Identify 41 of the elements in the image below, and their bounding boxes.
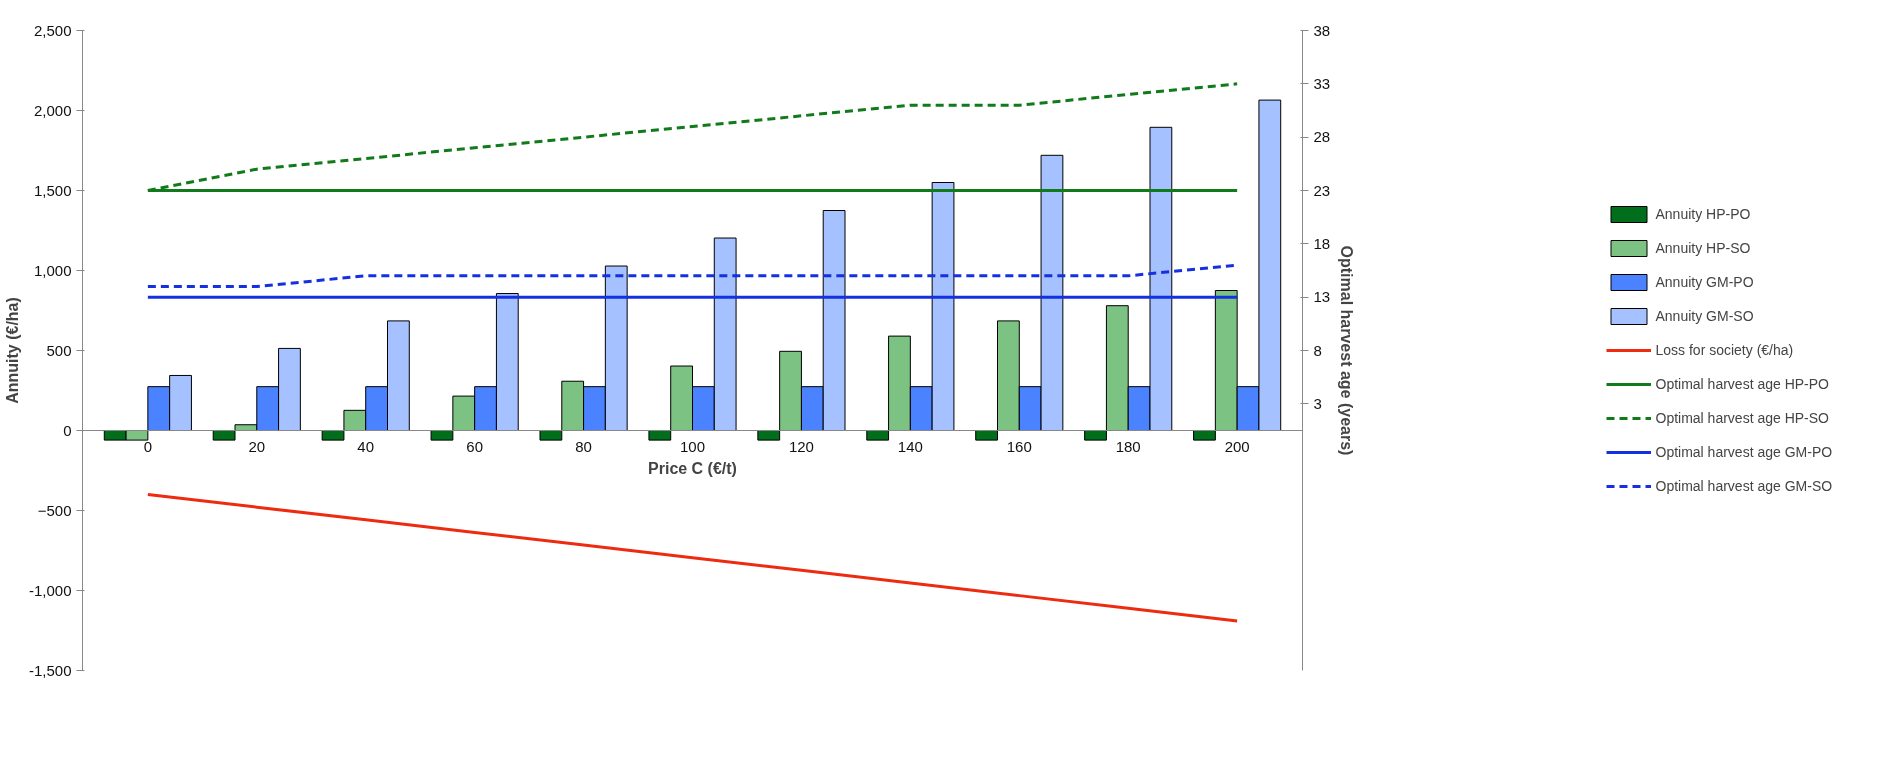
y2-tick-label: 23 (1313, 181, 1331, 199)
y-tick-label: -1,000 (28, 581, 72, 599)
x-tick-label: 140 (897, 437, 923, 455)
x-tick-label: 60 (466, 437, 483, 455)
y-tick-label: 1,000 (33, 261, 72, 279)
y2-tick-label: 8 (1313, 341, 1322, 359)
x-tick-label: 80 (575, 437, 592, 455)
x-tick-label: 180 (1115, 437, 1141, 455)
x-tick-label: 160 (1006, 437, 1032, 455)
x-tick-label: 200 (1224, 437, 1250, 455)
y-tick-label: 500 (46, 341, 72, 359)
legend-label: Optimal harvest age HP-PO (1655, 376, 1830, 392)
y2-tick-label: 18 (1313, 234, 1331, 252)
y-tick-label: 2,000 (33, 101, 72, 119)
y2-tick-label: 33 (1313, 74, 1331, 92)
x-tick-label: 100 (679, 437, 706, 455)
legend-label: Optimal harvest age GM-SO (1655, 478, 1834, 494)
y-tick-label: −500 (37, 501, 72, 519)
x-tick-label: 20 (248, 437, 266, 455)
y-tick-label: 0 (63, 421, 72, 439)
y2-tick-label: 38 (1313, 21, 1331, 39)
legend-label: Annuity GM-PO (1655, 274, 1755, 290)
y2-axis-title: Optimal harvest age (years) (1338, 245, 1356, 456)
x-axis-title: Price C (€/t) (648, 459, 737, 477)
y2-tick-label: 28 (1313, 128, 1331, 146)
y2-tick-label: 13 (1313, 288, 1331, 306)
legend-label: Optimal harvest age GM-PO (1655, 444, 1834, 460)
x-tick-label: 0 (143, 437, 153, 455)
legend-label: Loss for society (€/ha) (1655, 342, 1795, 358)
y2-tick-label: 3 (1313, 394, 1322, 412)
legend-label: Optimal harvest age HP-SO (1655, 410, 1830, 426)
x-tick-label: 120 (788, 437, 814, 455)
y-axis-title: Annuity (€/ha) (3, 297, 21, 404)
legend-label: Annuity GM-SO (1655, 308, 1755, 324)
y-tick-label: 2,500 (33, 21, 72, 39)
y-tick-label: 1,500 (33, 181, 72, 199)
line-series (146, 493, 1239, 623)
legend-label: Annuity HP-PO (1655, 206, 1752, 222)
y-tick-label: -1,500 (28, 661, 72, 679)
x-tick-label: 40 (357, 437, 375, 455)
legend-label: Annuity HP-SO (1655, 240, 1752, 256)
